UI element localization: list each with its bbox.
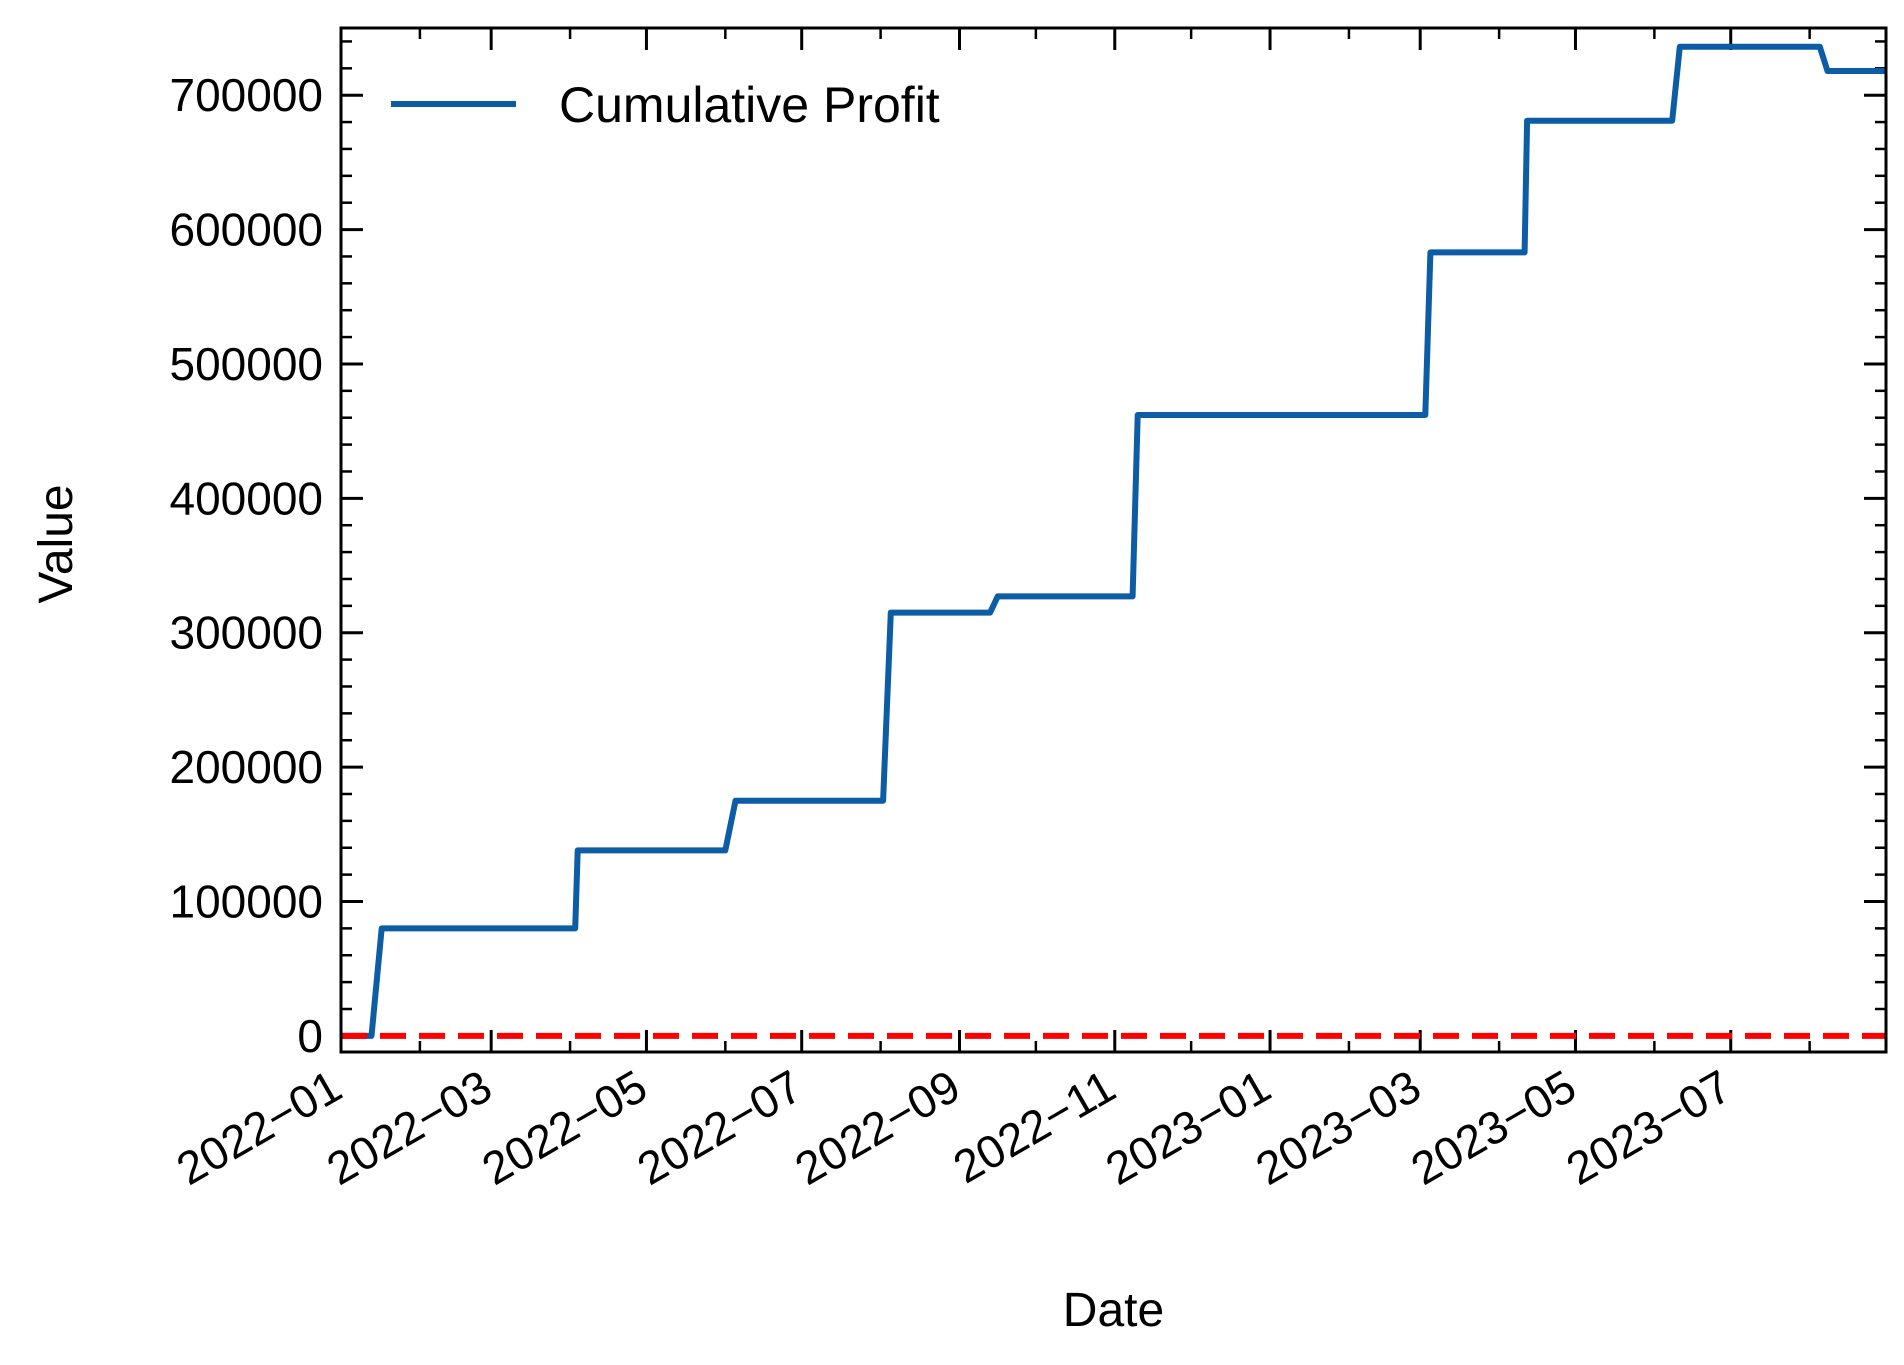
series-line-cumulative-profit <box>341 43 1886 1039</box>
minor-ticks <box>341 28 1886 1052</box>
x-tick-label: 2022−09 <box>786 1060 968 1195</box>
y-axis-title: Value <box>30 484 83 603</box>
x-tick-label: 2023−03 <box>1247 1060 1429 1195</box>
y-tick-label: 200000 <box>170 741 324 793</box>
x-tick-label: 2022−01 <box>168 1060 350 1195</box>
y-tick-label: 500000 <box>170 338 324 390</box>
major-ticks <box>339 28 1886 1052</box>
x-axis-title: Date <box>1063 1284 1164 1337</box>
y-tick-label: 600000 <box>170 204 324 256</box>
y-tick-label: 400000 <box>170 472 324 524</box>
x-tick-label: 2023−05 <box>1402 1060 1584 1195</box>
y-tick-labels: 0 100000 200000 300000 400000 500000 600000 700… <box>170 69 324 1062</box>
series-layer <box>341 43 1886 1039</box>
legend-label-cumulative-profit: Cumulative Profit <box>559 77 940 133</box>
plot-frame <box>339 26 1888 1054</box>
y-tick-label: 700000 <box>170 69 324 121</box>
x-tick-label: 2022−07 <box>628 1060 810 1195</box>
legend: Cumulative Profit <box>391 77 940 133</box>
x-tick-label: 2022−05 <box>473 1060 655 1195</box>
y-tick-label: 100000 <box>170 875 324 927</box>
x-tick-label: 2023−07 <box>1558 1060 1740 1195</box>
x-tick-label: 2022−03 <box>318 1060 500 1195</box>
x-tick-label: 2022−11 <box>945 1060 1124 1194</box>
x-tick-labels: 2022−012022−032022−052022−072022−092022−… <box>168 1060 1740 1195</box>
y-tick-label: 0 <box>297 1010 323 1062</box>
x-tick-label: 2023−01 <box>1097 1060 1279 1195</box>
y-tick-label: 300000 <box>170 607 324 659</box>
